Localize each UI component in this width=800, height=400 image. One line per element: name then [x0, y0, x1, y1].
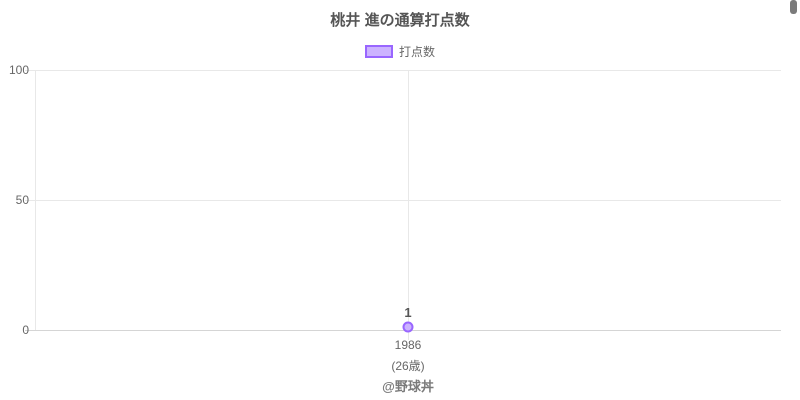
chart-title: 桃井 進の通算打点数 [330, 12, 470, 29]
y-axis-border [35, 70, 36, 330]
legend-label: 打点数 [398, 44, 435, 59]
y-tick-label-100: 100 [8, 63, 29, 77]
gridline-x-1986 [408, 70, 409, 340]
chart-footer-credit: @野球丼 [382, 379, 434, 394]
x-tick-label-year: 1986 [394, 338, 422, 352]
data-point-1986[interactable] [402, 321, 414, 333]
gridline-y-50 [25, 200, 781, 201]
chart-legend: 打点数 [0, 43, 800, 59]
x-tick-label-age: (26歳) [391, 359, 425, 373]
legend-swatch-icon [364, 44, 393, 58]
legend-item-rbi[interactable]: 打点数 [364, 43, 435, 60]
data-point-value-label: 1 [404, 305, 412, 320]
y-tick-label-50: 50 [15, 193, 29, 207]
vertical-scrollbar-thumb[interactable] [790, 0, 797, 14]
gridline-y-100 [25, 70, 781, 71]
y-tick-label-0: 0 [22, 323, 29, 337]
